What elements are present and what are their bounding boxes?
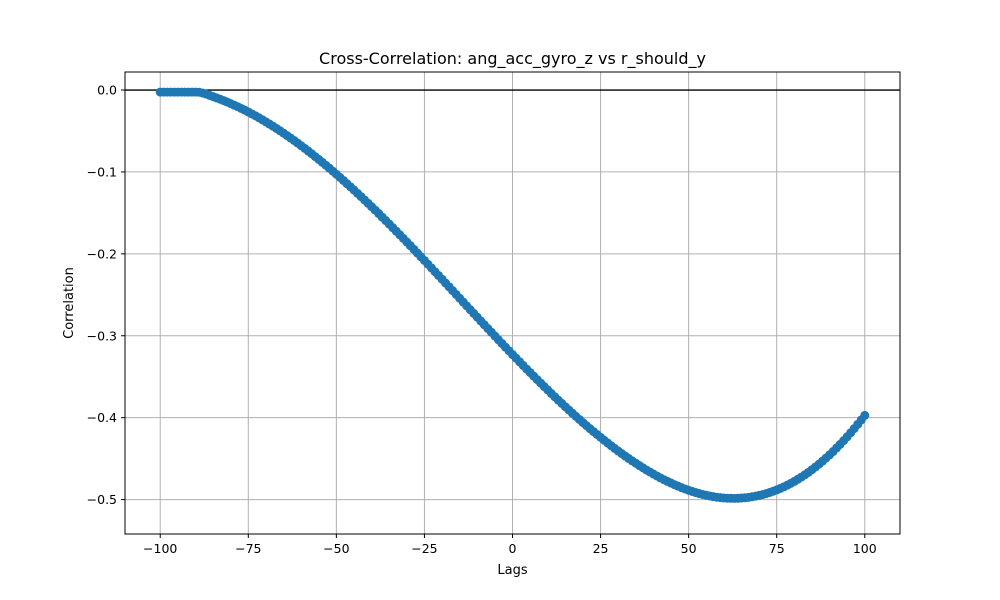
y-tick-label: −0.2: [87, 246, 117, 261]
x-tick-label: 25: [593, 541, 609, 556]
grid: [125, 72, 900, 534]
x-tick-label: −25: [411, 541, 437, 556]
y-tick-label: −0.3: [87, 328, 117, 343]
y-axis-label: Correlation: [62, 267, 77, 339]
x-axis-label: Lags: [497, 563, 527, 578]
y-tick-label: −0.1: [87, 164, 117, 179]
x-tick-label: 0: [509, 541, 517, 556]
chart-title: Cross-Correlation: ang_acc_gyro_z vs r_s…: [319, 49, 706, 69]
x-tick-label: −50: [323, 541, 349, 556]
y-tick-label: −0.4: [87, 410, 117, 425]
x-tick-label: 50: [681, 541, 697, 556]
x-tick-label: 75: [769, 541, 785, 556]
y-tick-label: −0.5: [87, 492, 117, 507]
x-tick-label: −75: [235, 541, 261, 556]
x-tick-label: 100: [853, 541, 877, 556]
y-tick-label: 0.0: [97, 83, 117, 98]
data-point: [860, 410, 870, 420]
data-points: [155, 87, 870, 503]
x-axis-ticks: −100 −75 −50 −25 0 25 50 75 100: [143, 534, 877, 556]
y-axis-ticks: 0.0 −0.1 −0.2 −0.3 −0.4 −0.5: [87, 83, 125, 507]
x-tick-label: −100: [143, 541, 177, 556]
